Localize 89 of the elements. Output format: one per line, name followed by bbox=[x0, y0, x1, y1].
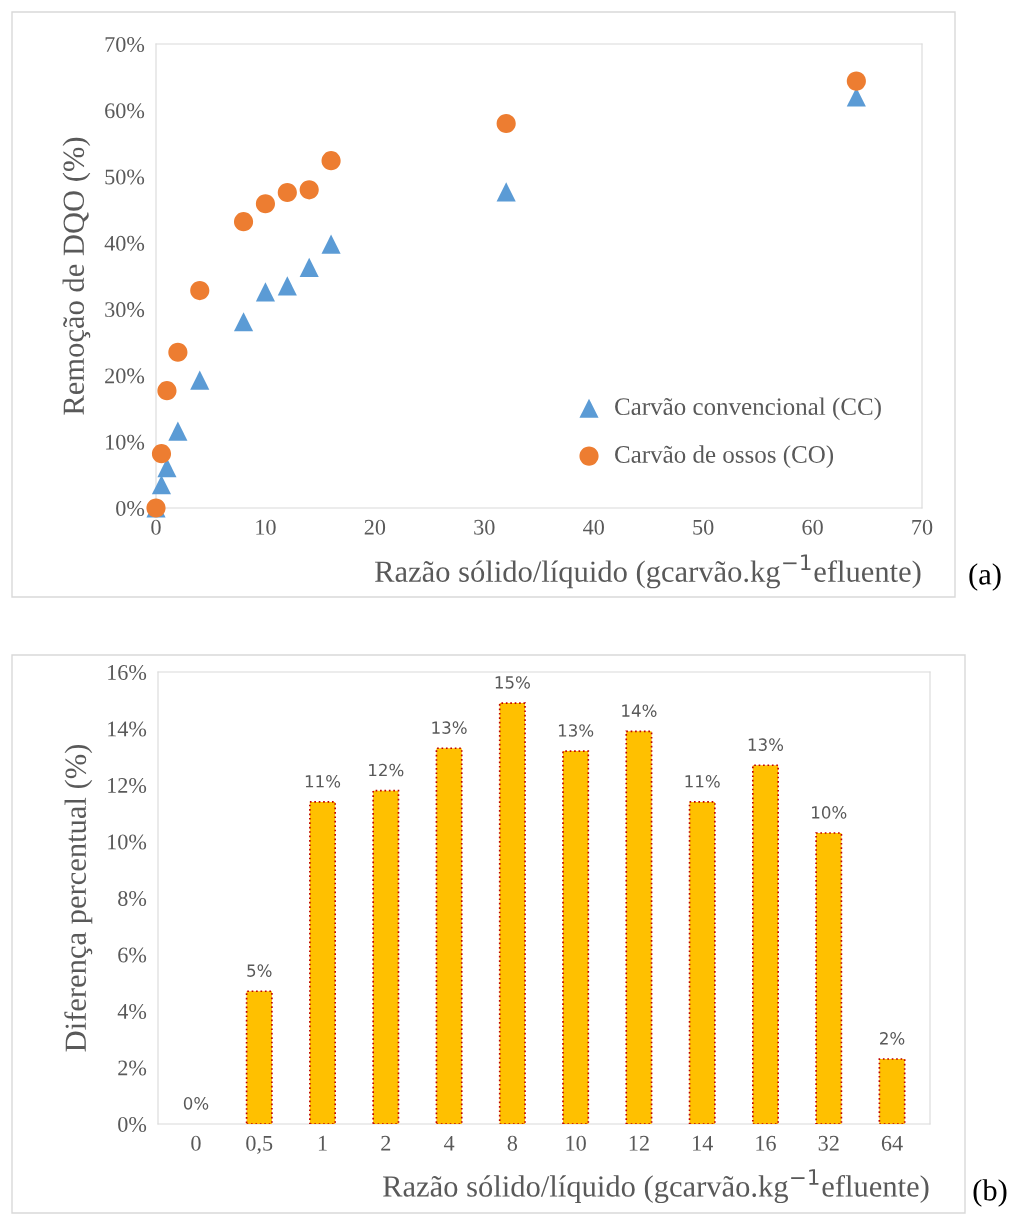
point bbox=[255, 282, 275, 302]
bar bbox=[878, 1058, 906, 1124]
bar bbox=[815, 832, 843, 1124]
y-axis-title: Remoção de DQO (%) bbox=[62, 137, 91, 415]
bar bbox=[372, 789, 400, 1124]
y-tick-label: 0% bbox=[116, 500, 145, 516]
y-tick-label: 30% bbox=[105, 302, 145, 318]
x-tick-label: 8 bbox=[507, 1135, 518, 1151]
y-tick-label: 0% bbox=[118, 1116, 147, 1132]
x-axis-title: Razão sólido/líquido (gcarvão.kg$^{−1}$efluente) bbox=[383, 1169, 929, 1204]
x-tick-label: 64 bbox=[881, 1135, 903, 1151]
point bbox=[321, 234, 341, 254]
y-tick-label: 14% bbox=[108, 721, 147, 737]
bar bbox=[435, 747, 463, 1124]
bar bbox=[751, 764, 779, 1124]
y-tick-label: 70% bbox=[105, 36, 145, 52]
bar bbox=[498, 702, 526, 1124]
y-tick-label: 6% bbox=[118, 947, 147, 963]
point bbox=[157, 381, 177, 401]
y-tick-label: 2% bbox=[118, 1060, 147, 1076]
x-tick-label: 70 bbox=[912, 519, 933, 535]
x-tick-label: 30 bbox=[474, 519, 495, 535]
data-label: 0% bbox=[183, 1097, 209, 1110]
point bbox=[233, 312, 254, 332]
x-tick-label: 2 bbox=[381, 1135, 391, 1151]
x-tick-label: 50 bbox=[693, 519, 714, 535]
point bbox=[233, 212, 254, 232]
x-tick-label: 14 bbox=[693, 1135, 713, 1151]
data-label: 13% bbox=[558, 724, 594, 737]
point bbox=[190, 281, 210, 301]
point bbox=[846, 71, 866, 91]
x-tick-label: 60 bbox=[802, 519, 823, 535]
y-tick-label: 8% bbox=[118, 890, 147, 906]
y-tick-label: 20% bbox=[105, 368, 145, 384]
data-label: 11% bbox=[685, 775, 720, 788]
legend-label: Carvão de ossos (CO) bbox=[615, 445, 834, 468]
y-tick-label: 4% bbox=[117, 1003, 147, 1019]
data-label: 12% bbox=[369, 763, 404, 777]
y-tick-label: 60% bbox=[105, 103, 145, 119]
y-tick-label: 10% bbox=[106, 434, 145, 450]
x-tick-label: 1 bbox=[318, 1135, 327, 1151]
x-tick-label: 10 bbox=[256, 519, 276, 535]
x-tick-label: 0,5 bbox=[246, 1135, 273, 1154]
data-label: 2% bbox=[880, 1032, 905, 1045]
x-tick-label: 0 bbox=[191, 1135, 201, 1151]
text: (a) bbox=[969, 563, 1001, 591]
bar bbox=[245, 990, 273, 1124]
x-tick-label: 40 bbox=[583, 519, 604, 535]
bar bbox=[562, 750, 590, 1124]
point bbox=[321, 151, 341, 171]
data-label: 13% bbox=[748, 738, 784, 751]
point bbox=[168, 421, 188, 441]
data-label: 5% bbox=[247, 964, 272, 977]
point bbox=[299, 180, 319, 200]
data-label: 10% bbox=[812, 806, 847, 819]
x-axis-title: Razão sólido/líquido (gcarvão.kg$^{−1}$efluente) bbox=[375, 554, 921, 589]
point bbox=[168, 342, 188, 362]
y-tick-label: 50% bbox=[105, 169, 145, 185]
x-tick-label: 32 bbox=[818, 1135, 839, 1151]
x-tick-label: 12 bbox=[629, 1135, 649, 1151]
x-tick-label: 10 bbox=[566, 1135, 586, 1151]
y-tick-label: 40% bbox=[104, 235, 145, 251]
point bbox=[151, 475, 172, 495]
bar bbox=[688, 801, 716, 1124]
point bbox=[496, 113, 516, 134]
y-tick-label: 10% bbox=[108, 834, 147, 850]
y-axis-title: Diferença percentual (%) bbox=[64, 744, 93, 1052]
data-label: 13% bbox=[432, 721, 467, 734]
point bbox=[846, 87, 866, 107]
legend-label: Carvão convencional (CC) bbox=[615, 397, 881, 421]
text: (b) bbox=[973, 1179, 1007, 1207]
point bbox=[277, 182, 297, 203]
x-tick-label: 16 bbox=[756, 1135, 776, 1151]
data-label: 14% bbox=[622, 704, 657, 717]
data-label: 15% bbox=[495, 676, 530, 689]
point bbox=[151, 444, 172, 464]
point bbox=[496, 182, 516, 202]
bar bbox=[309, 801, 337, 1124]
y-tick-label: 12% bbox=[108, 777, 147, 793]
point bbox=[190, 370, 210, 390]
bar bbox=[625, 730, 653, 1124]
data-label: 11% bbox=[305, 775, 341, 788]
x-tick-label: 20 bbox=[364, 519, 386, 535]
point bbox=[299, 257, 319, 277]
x-tick-label: 0 bbox=[151, 519, 161, 535]
point bbox=[277, 276, 297, 296]
x-tick-label: 4 bbox=[443, 1135, 455, 1151]
y-tick-label: 16% bbox=[108, 664, 147, 680]
point bbox=[255, 194, 275, 214]
